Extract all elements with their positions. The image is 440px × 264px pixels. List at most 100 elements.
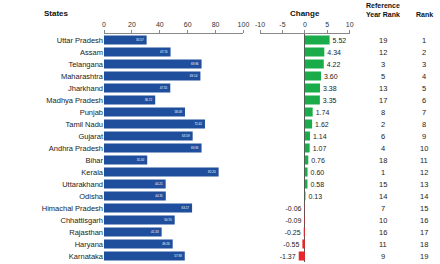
svg-text:6: 6: [422, 96, 426, 105]
svg-text:1: 1: [422, 36, 426, 45]
svg-text:1.14: 1.14: [313, 133, 327, 140]
svg-text:10: 10: [346, 21, 354, 28]
svg-text:-5: -5: [279, 21, 285, 28]
svg-text:9: 9: [381, 252, 385, 261]
svg-text:17: 17: [420, 228, 428, 237]
svg-text:Maharashtra: Maharashtra: [61, 72, 104, 81]
svg-text:Assam: Assam: [80, 48, 103, 57]
svg-text:3: 3: [422, 60, 426, 69]
svg-text:-0.25: -0.25: [285, 229, 301, 236]
svg-text:7: 7: [422, 108, 426, 117]
svg-text:Tamil Nadu: Tamil Nadu: [65, 120, 103, 129]
svg-text:80: 80: [212, 21, 220, 28]
svg-text:8: 8: [422, 120, 426, 129]
svg-text:-0.09: -0.09: [285, 217, 301, 224]
svg-text:1.07: 1.07: [313, 145, 327, 152]
svg-text:Uttarakhand: Uttarakhand: [62, 180, 103, 189]
svg-text:Uttar Pradesh: Uttar Pradesh: [57, 36, 103, 45]
svg-text:47.55: 47.55: [160, 86, 168, 90]
svg-text:31.00: 31.00: [137, 158, 145, 162]
svg-text:0: 0: [303, 21, 307, 28]
svg-text:19: 19: [420, 252, 428, 261]
svg-text:Madhya Pradesh: Madhya Pradesh: [46, 96, 103, 105]
svg-text:36.72: 36.72: [145, 98, 153, 102]
svg-text:63.59: 63.59: [182, 134, 190, 138]
svg-text:49.26: 49.26: [162, 242, 170, 246]
svg-text:3.60: 3.60: [324, 73, 338, 80]
svg-text:47.74: 47.74: [160, 50, 168, 54]
svg-text:Bihar: Bihar: [85, 156, 103, 165]
svg-text:Odisha: Odisha: [79, 192, 104, 201]
svg-text:States: States: [44, 9, 69, 18]
svg-text:15: 15: [420, 204, 428, 213]
svg-text:30.57: 30.57: [136, 38, 144, 42]
svg-text:17: 17: [379, 96, 387, 105]
svg-text:63.17: 63.17: [182, 206, 190, 210]
svg-text:5: 5: [422, 84, 426, 93]
svg-text:0.60: 0.60: [311, 169, 325, 176]
svg-text:4: 4: [422, 72, 426, 81]
svg-text:100: 100: [238, 21, 250, 28]
svg-text:12: 12: [379, 48, 387, 57]
svg-text:18: 18: [379, 156, 387, 165]
svg-text:Telangana: Telangana: [68, 60, 103, 69]
svg-text:1: 1: [381, 168, 385, 177]
svg-text:12: 12: [420, 168, 428, 177]
svg-text:Jharkhand: Jharkhand: [68, 84, 103, 93]
svg-text:50.70: 50.70: [164, 218, 172, 222]
svg-text:13: 13: [420, 180, 428, 189]
svg-text:-0.55: -0.55: [283, 241, 299, 248]
svg-text:44.31: 44.31: [155, 194, 163, 198]
svg-text:5: 5: [325, 21, 329, 28]
svg-text:41.33: 41.33: [151, 230, 159, 234]
svg-text:3.35: 3.35: [323, 97, 337, 104]
svg-text:7: 7: [381, 204, 385, 213]
svg-text:16: 16: [420, 216, 428, 225]
svg-text:44.21: 44.21: [155, 182, 163, 186]
svg-text:6: 6: [381, 132, 385, 141]
svg-text:2: 2: [422, 48, 426, 57]
svg-text:Rank: Rank: [416, 11, 433, 18]
svg-text:5: 5: [381, 72, 385, 81]
svg-text:0.58: 0.58: [310, 181, 324, 188]
svg-text:Kerala: Kerala: [81, 168, 104, 177]
svg-text:57.93: 57.93: [174, 254, 182, 258]
svg-text:14: 14: [379, 192, 387, 201]
svg-text:4.22: 4.22: [327, 61, 341, 68]
svg-text:1.74: 1.74: [316, 109, 330, 116]
svg-text:11: 11: [420, 156, 428, 165]
svg-text:2: 2: [381, 120, 385, 129]
svg-text:Karnataka: Karnataka: [69, 252, 104, 261]
svg-text:19: 19: [379, 36, 387, 45]
svg-text:72.42: 72.42: [194, 122, 202, 126]
svg-text:20: 20: [128, 21, 136, 28]
svg-text:13: 13: [379, 84, 387, 93]
svg-text:4.34: 4.34: [327, 49, 341, 56]
svg-text:-0.06: -0.06: [286, 205, 302, 212]
svg-text:Gujarat: Gujarat: [78, 132, 104, 141]
svg-text:58.08: 58.08: [174, 110, 182, 114]
svg-text:3: 3: [381, 60, 385, 69]
svg-text:10: 10: [379, 216, 387, 225]
svg-text:11: 11: [379, 240, 387, 249]
svg-text:0.76: 0.76: [311, 157, 325, 164]
svg-text:Haryana: Haryana: [75, 240, 104, 249]
svg-text:Change: Change: [290, 9, 320, 18]
svg-text:1.62: 1.62: [315, 121, 329, 128]
svg-text:15: 15: [379, 180, 387, 189]
svg-text:8: 8: [381, 108, 385, 117]
svg-text:9: 9: [422, 132, 426, 141]
svg-text:69.14: 69.14: [190, 74, 198, 78]
svg-text:18: 18: [420, 240, 428, 249]
svg-text:Punjab: Punjab: [80, 108, 103, 117]
svg-text:-10: -10: [255, 21, 265, 28]
svg-text:10: 10: [420, 144, 428, 153]
svg-text:16: 16: [379, 228, 387, 237]
svg-text:0: 0: [102, 21, 106, 28]
svg-text:3.38: 3.38: [323, 85, 337, 92]
svg-text:ReferenceYear Rank: ReferenceYear Rank: [366, 2, 400, 18]
svg-text:Rajasthan: Rajasthan: [69, 228, 103, 237]
svg-text:69.95: 69.95: [191, 146, 199, 150]
svg-text:40: 40: [156, 21, 164, 28]
svg-text:5.52: 5.52: [333, 37, 347, 44]
